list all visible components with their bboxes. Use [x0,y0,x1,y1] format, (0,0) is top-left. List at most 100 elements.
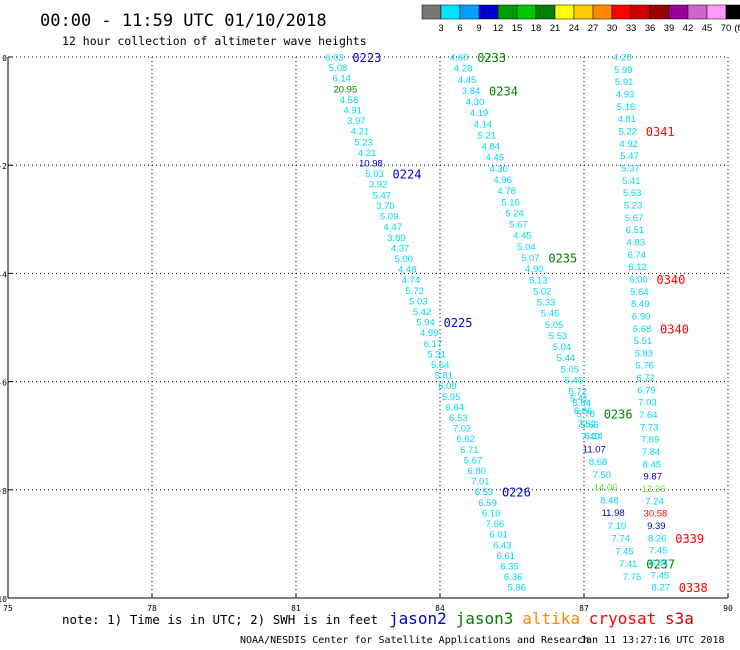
pass-time-label: 0338 [679,581,708,595]
legend-cryosat: cryosat [589,609,656,628]
pass-time-label: 0234 [489,84,518,98]
wave-height-value: 6.86 [574,406,593,417]
wave-height-value: 11.07 [583,444,606,455]
wave-height-value: 30.58 [644,509,668,520]
wave-height-value: 5.09 [380,212,399,223]
footer-credit: NOAA/NESDIS Center for Satellite Applica… [240,635,589,646]
wave-height-value: 5.23 [354,137,373,148]
colorbar-swatch [440,4,461,20]
wave-height-value: 5.24 [505,208,524,219]
colorbar-swatch [630,4,651,20]
wave-height-value: 7.03 [638,398,657,409]
y-tick-label: -2 [0,162,7,171]
colorbar-tick-label: 6 [457,23,462,34]
wave-height-value: 6.79 [637,385,656,396]
wave-height-value: 4.99 [420,328,439,339]
wave-height-value: 4.21 [351,127,370,138]
wave-height-value: 7.01 [471,477,490,488]
wave-height-value: 4.91 [343,106,362,117]
colorbar-tick-label: 15 [512,23,523,34]
wave-height-value: 5.47 [373,190,392,201]
wave-height-value: 5.76 [635,361,654,372]
wave-height-value: 5.04 [517,242,536,253]
wave-height-value: 6.64 [446,402,465,413]
colorbar-tick-label: 9 [476,23,481,34]
satellite-legend: jason2 jason3 altika cryosat s3a [389,609,694,628]
wave-height-value: 5.51 [634,336,653,347]
wave-height-value: 5.23 [624,200,643,211]
wave-height-value: 7.74 [611,534,630,545]
wave-height-value: 7.41 [619,559,638,570]
wave-height-value: 4.84 [482,142,501,153]
x-tick-label: 90 [723,604,733,613]
colorbar-tick-label: 18 [531,23,542,34]
wave-height-value: 9.87 [644,472,663,483]
wave-height-value: 7.75 [623,572,642,583]
colorbar-tick-label: 70 [721,23,732,34]
colorbar-swatch [516,4,537,20]
colorbar-tick-label: 33 [626,23,637,34]
wave-height-value: 7.84 [642,447,661,458]
wave-height-value: 5.67 [625,213,644,224]
wave-height-value: 7.40 [581,432,600,443]
x-tick-label: 84 [435,604,445,613]
wave-height-value: 5.21 [478,130,497,141]
y-tick-label: -6 [0,379,7,388]
pass-time-label: 0224 [393,168,422,182]
wave-height-value: 6.12 [628,262,647,273]
wave-height-value: 5.42 [413,307,432,318]
wave-height-value: 5.33 [537,298,556,309]
wave-height-value: 11.98 [602,508,625,519]
wave-height-value: 5.91 [615,77,634,88]
wave-height-value: 5.67 [464,455,483,466]
wave-height-value: 8.68 [589,457,608,468]
legend-jason2: jason2 [389,609,447,628]
wave-height-value: 5.37 [621,163,640,174]
colorbar-tick-label: 21 [550,23,561,34]
grid [8,56,729,598]
colorbar-tick-label: 39 [664,23,675,34]
track-jason3: 4.604.284.453.844.304.194.145.214.844.45… [450,51,633,442]
pass-time-label: 0233 [477,51,506,65]
wave-height-value: 5.16 [617,102,636,113]
legend-altika: altika [522,609,580,628]
pass-time-label: 0340 [660,322,689,336]
wave-height-value: 6.53 [449,413,468,424]
wave-height-value: 6.74 [627,250,646,261]
wave-height-value: 5.45 [541,309,560,320]
y-tick-label: 0 [2,54,7,63]
wave-height-value: 4.14 [474,119,493,130]
wave-height-value: 5.13 [529,275,548,286]
axes: 0 -2 -4 -6 -8 -1075 78 81 84 87 90 [0,54,733,613]
track-s3a: 4.285.995.914.93 5.164.815.22 4.925.475.37… [613,53,708,596]
wave-height-value: 4.92 [619,139,638,150]
y-tick-label: -10 [0,595,7,604]
chart-subtitle: 12 hour collection of altimeter wave hei… [62,34,367,48]
colorbar-swatch [649,4,670,20]
wave-height-value: 5.63 [623,188,642,199]
y-tick-label: -4 [0,270,7,279]
wave-height-value: 6.35 [500,561,519,572]
wave-height-value: 6.80 [467,466,486,477]
pass-time-label: 0235 [548,251,577,265]
colorbar-swatch [687,4,708,20]
footer-note: note: 1) Time is in UTC; 2) SWH is in fe… [62,612,378,627]
track-jason2: 6.035.086.1420.954.584.913.974.215.234.2… [325,51,531,594]
wave-height-value: 8.48 [600,495,619,506]
wave-height-value: 9.39 [647,521,666,532]
colorbar-swatch [554,4,575,20]
colorbar-swatch [706,4,727,20]
wave-height-value: 5.64 [572,398,591,409]
wave-height-value: 6.53 [475,487,494,498]
pass-time-label: 0223 [352,51,381,65]
wave-height-value: 4.58 [340,95,359,106]
wave-height-value: 8.49 [631,299,650,310]
pass-time-label: 0226 [502,486,531,500]
wave-height-value: 5.99 [614,65,633,76]
colorbar-unit: (ft) [734,23,740,34]
wave-height-value: 6.62 [456,434,475,445]
pass-time-label: 0339 [675,532,704,546]
wave-height-value: 7.64 [639,410,658,421]
